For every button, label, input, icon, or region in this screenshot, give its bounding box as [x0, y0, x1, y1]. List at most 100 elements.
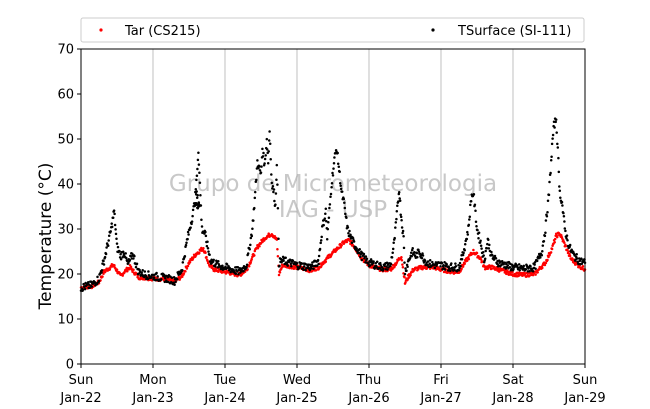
- data-point: [549, 158, 553, 162]
- data-point: [115, 237, 118, 241]
- y-tick-label: 70: [57, 43, 74, 58]
- data-point: [190, 222, 193, 226]
- data-point: [557, 156, 560, 160]
- data-point: [528, 274, 531, 278]
- data-point: [116, 245, 120, 249]
- data-point: [469, 199, 473, 203]
- x-tick-label-date: Jan-28: [491, 391, 533, 406]
- data-point: [295, 261, 299, 265]
- data-point: [439, 265, 442, 268]
- data-point: [339, 187, 343, 191]
- data-point: [524, 268, 528, 271]
- data-point: [186, 237, 189, 241]
- data-point: [159, 278, 163, 281]
- data-point: [245, 263, 249, 267]
- data-point: [343, 201, 346, 204]
- data-point: [454, 262, 457, 265]
- data-point: [196, 167, 199, 171]
- data-point: [543, 234, 547, 238]
- data-point: [273, 199, 276, 203]
- data-point: [249, 261, 252, 264]
- data-point: [236, 270, 239, 273]
- data-point: [199, 204, 203, 207]
- data-point: [189, 226, 192, 229]
- data-point: [210, 258, 213, 262]
- data-point: [212, 258, 215, 262]
- data-point: [397, 200, 400, 203]
- data-point: [273, 235, 277, 238]
- data-point: [549, 251, 553, 254]
- data-point: [337, 165, 341, 169]
- data-point: [545, 215, 549, 218]
- data-point: [236, 266, 240, 269]
- data-point: [336, 162, 340, 166]
- data-point: [400, 259, 404, 262]
- data-point: [247, 264, 251, 268]
- data-point: [217, 260, 220, 263]
- data-point: [110, 222, 113, 225]
- data-point: [355, 247, 358, 250]
- data-point: [364, 255, 368, 258]
- data-point: [347, 232, 350, 235]
- legend-label-tar: Tar (CS215): [124, 24, 201, 39]
- data-point: [474, 220, 478, 223]
- data-point: [406, 265, 409, 269]
- data-point: [528, 269, 531, 273]
- data-point: [365, 257, 369, 260]
- data-point: [261, 155, 265, 158]
- legend-label-tsurface: TSurface (SI-111): [457, 24, 571, 39]
- data-point: [360, 258, 364, 262]
- data-point: [150, 276, 153, 279]
- data-point: [182, 272, 186, 275]
- data-point: [338, 182, 342, 185]
- data-point: [474, 209, 477, 213]
- data-point: [253, 196, 257, 200]
- data-point: [458, 261, 462, 265]
- data-point: [138, 277, 142, 281]
- data-point: [102, 263, 106, 266]
- data-point: [164, 277, 167, 280]
- data-point: [541, 249, 544, 253]
- data-point: [555, 235, 559, 239]
- data-point: [290, 265, 293, 268]
- data-point: [310, 267, 313, 270]
- data-point: [394, 226, 397, 229]
- data-point: [401, 229, 405, 233]
- series-layer: [79, 117, 587, 292]
- data-point: [421, 252, 424, 255]
- data-point: [110, 225, 114, 229]
- data-point: [229, 270, 232, 274]
- data-point: [581, 265, 585, 268]
- data-point: [467, 257, 471, 261]
- data-point: [308, 268, 312, 272]
- data-point: [140, 271, 143, 274]
- data-point: [485, 247, 489, 250]
- data-point: [463, 243, 467, 246]
- data-point: [83, 287, 87, 291]
- x-tick-label-date: Jan-27: [419, 391, 461, 406]
- data-point: [546, 199, 550, 203]
- data-point: [196, 194, 199, 197]
- data-point: [556, 142, 559, 146]
- data-point: [431, 260, 434, 264]
- data-point: [121, 255, 124, 259]
- data-point: [428, 262, 431, 265]
- data-point: [204, 234, 208, 238]
- legend-marker-tsurface: [431, 28, 435, 32]
- data-point: [107, 234, 111, 238]
- data-point: [108, 268, 112, 271]
- legend-marker-tar: [99, 28, 103, 32]
- data-point: [129, 255, 133, 258]
- data-point: [115, 242, 119, 245]
- data-point: [506, 264, 510, 267]
- data-point: [503, 261, 507, 264]
- data-point: [563, 227, 567, 230]
- x-tick-label-date: Jan-29: [563, 391, 605, 406]
- data-point: [181, 275, 184, 278]
- data-point: [352, 240, 356, 243]
- data-point: [327, 256, 330, 260]
- data-point: [403, 272, 407, 276]
- data-point: [533, 263, 536, 266]
- data-point: [460, 258, 464, 261]
- data-point: [367, 262, 370, 266]
